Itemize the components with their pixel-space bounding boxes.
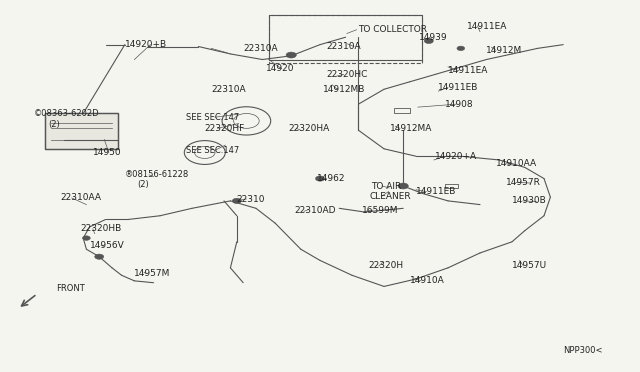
Text: 14920+B: 14920+B xyxy=(125,40,167,49)
Circle shape xyxy=(232,198,241,203)
Text: 22320HC: 22320HC xyxy=(326,70,368,79)
Text: SEE SEC.147: SEE SEC.147 xyxy=(186,146,239,155)
Circle shape xyxy=(316,176,324,181)
Bar xyxy=(445,184,458,188)
Text: 14920+A: 14920+A xyxy=(435,152,477,161)
Text: 14939: 14939 xyxy=(419,33,448,42)
Circle shape xyxy=(83,236,90,240)
Text: FRONT: FRONT xyxy=(56,284,85,293)
Bar xyxy=(269,15,422,63)
Text: 22310A: 22310A xyxy=(326,42,361,51)
Text: 22310A: 22310A xyxy=(211,85,246,94)
Text: 14910A: 14910A xyxy=(410,276,444,285)
Text: NPP300<: NPP300< xyxy=(563,346,603,355)
Circle shape xyxy=(398,183,408,189)
Circle shape xyxy=(95,254,104,259)
Text: 14911EA: 14911EA xyxy=(467,22,508,31)
Text: 22320HB: 22320HB xyxy=(80,224,121,233)
Text: TO AIR: TO AIR xyxy=(371,182,401,190)
Text: 14950: 14950 xyxy=(93,148,122,157)
Text: (2): (2) xyxy=(48,120,60,129)
Text: 14912MB: 14912MB xyxy=(323,85,365,94)
Text: 16599M: 16599M xyxy=(362,206,398,215)
Text: 22320HA: 22320HA xyxy=(288,124,329,133)
Text: 14908: 14908 xyxy=(445,100,474,109)
Text: 14956V: 14956V xyxy=(90,241,124,250)
Text: 14912M: 14912M xyxy=(486,46,523,55)
Text: ©08363-6202D: ©08363-6202D xyxy=(34,109,100,118)
Text: 14912MA: 14912MA xyxy=(390,124,433,133)
Bar xyxy=(394,108,410,113)
Text: 14962: 14962 xyxy=(317,174,346,183)
Text: 14911EB: 14911EB xyxy=(416,187,456,196)
Text: 14920: 14920 xyxy=(266,64,294,73)
Text: 22310AD: 22310AD xyxy=(294,206,336,215)
Text: CLEANER: CLEANER xyxy=(370,192,412,201)
Text: 22310: 22310 xyxy=(237,195,266,203)
Text: 14957R: 14957R xyxy=(506,178,540,187)
Text: 22320HF: 22320HF xyxy=(205,124,245,133)
Text: SEE SEC.147: SEE SEC.147 xyxy=(186,113,239,122)
Circle shape xyxy=(424,38,433,44)
Text: 22310A: 22310A xyxy=(243,44,278,53)
Text: TO COLLECTOR: TO COLLECTOR xyxy=(358,25,428,34)
Text: 14930B: 14930B xyxy=(512,196,547,205)
Text: ®08156-61228: ®08156-61228 xyxy=(125,170,189,179)
Text: 14911EB: 14911EB xyxy=(438,83,479,92)
Text: 14911EA: 14911EA xyxy=(448,66,488,75)
Text: 14957U: 14957U xyxy=(512,262,547,270)
Circle shape xyxy=(286,52,296,58)
Text: 14957M: 14957M xyxy=(134,269,171,278)
Text: 22320H: 22320H xyxy=(368,262,403,270)
Text: 14910AA: 14910AA xyxy=(496,159,537,168)
Bar xyxy=(45,113,118,149)
Circle shape xyxy=(457,46,465,51)
Text: (2): (2) xyxy=(138,180,149,189)
Text: 22310AA: 22310AA xyxy=(61,193,102,202)
